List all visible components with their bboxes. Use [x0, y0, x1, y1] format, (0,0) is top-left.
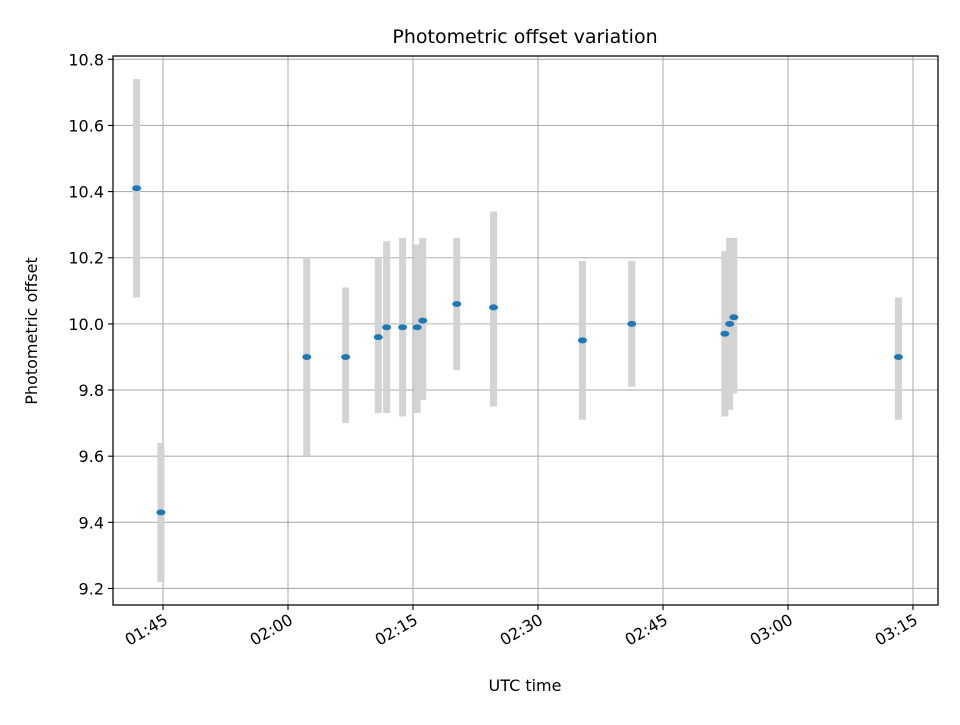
data-point [577, 337, 587, 344]
y-tick-label: 10.4 [68, 183, 104, 202]
data-point [156, 509, 166, 516]
data-point [412, 324, 422, 331]
y-tick-label: 10.2 [68, 249, 104, 268]
data-point [382, 324, 392, 331]
grid-layer [113, 56, 938, 605]
data-point [627, 320, 637, 327]
y-tick-label: 10.0 [68, 315, 104, 334]
data-point [452, 301, 462, 308]
y-tick-label: 9.6 [79, 447, 104, 466]
data-point [418, 317, 428, 324]
data-point [341, 353, 351, 360]
data-point [302, 353, 312, 360]
y-tick-label: 9.2 [79, 579, 104, 598]
y-axis-label: Photometric offset [22, 257, 41, 405]
y-tick-label: 9.8 [79, 381, 104, 400]
y-tick-label: 9.4 [79, 513, 104, 532]
data-point [729, 314, 739, 321]
y-tick-label: 10.8 [68, 50, 104, 69]
data-point [398, 324, 408, 331]
data-point [132, 185, 142, 192]
axes-frame [112, 55, 939, 606]
data-point [725, 320, 735, 327]
data-point [893, 353, 903, 360]
point-layer [132, 185, 903, 516]
data-point [720, 330, 730, 337]
data-point [373, 334, 383, 341]
x-axis-label: UTC time [489, 676, 562, 695]
chart-title: Photometric offset variation [392, 26, 657, 48]
y-tick-label: 10.6 [68, 116, 104, 135]
data-point [489, 304, 499, 311]
